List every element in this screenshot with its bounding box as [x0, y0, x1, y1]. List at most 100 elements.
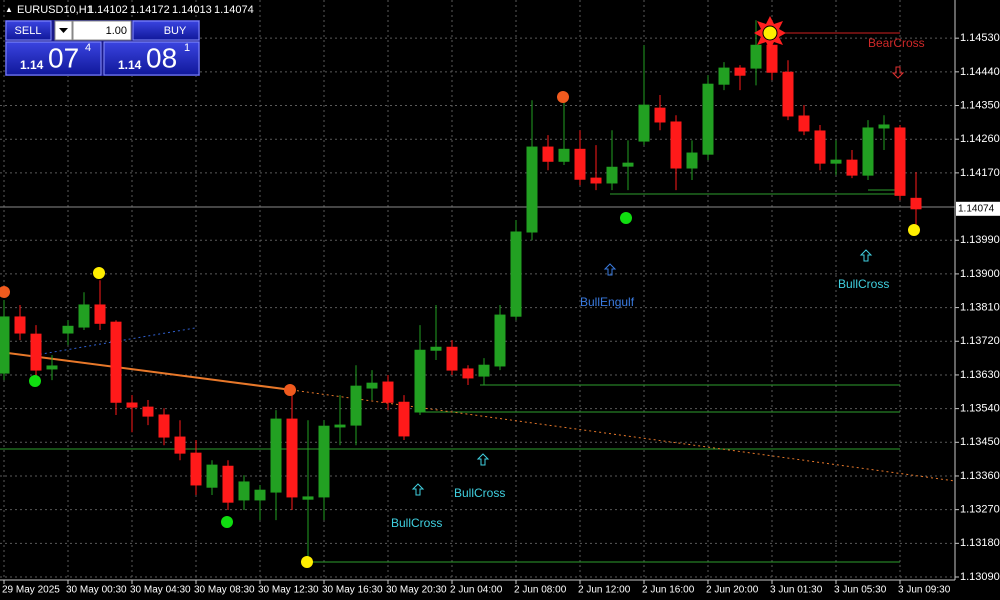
candle-body [590, 177, 602, 184]
signal-dot [29, 375, 41, 387]
candle-body [350, 385, 362, 426]
y-tick-label: 1.14260 [960, 133, 1000, 145]
dropdown-arrow [59, 28, 68, 33]
candle-body [254, 489, 266, 501]
candle-body [782, 71, 794, 117]
header-icon: ▲ [5, 5, 13, 14]
signal-dot [0, 286, 10, 298]
candle-body [574, 148, 586, 180]
buy-label[interactable]: BUY [164, 25, 187, 37]
current-price-label: 1.14074 [958, 203, 995, 214]
candle-body [14, 316, 26, 334]
sell-price-point: 4 [85, 42, 91, 54]
annotation: BullCross [454, 486, 505, 500]
candle-body [158, 414, 170, 438]
x-tick-label: 2 Jun 08:00 [514, 585, 567, 596]
annotation: BullCross [391, 516, 442, 530]
header-ohlc: 1.14102 1.14172 1.14013 1.14074 [88, 4, 254, 16]
signal-dot [93, 267, 105, 279]
header-ohlc-value: 1.14102 [88, 4, 128, 16]
candle-body [334, 424, 346, 428]
y-tick-label: 1.13900 [960, 268, 1000, 280]
buy-button[interactable] [132, 20, 200, 41]
candle-body [830, 159, 842, 164]
y-tick-label: 1.13360 [960, 470, 1000, 482]
x-tick-label: 3 Jun 09:30 [898, 585, 951, 596]
buy-price-box[interactable] [103, 41, 200, 76]
x-tick-label: 30 May 12:30 [258, 585, 319, 596]
x-tick-label: 2 Jun 12:00 [578, 585, 631, 596]
x-tick-label: 2 Jun 16:00 [642, 585, 695, 596]
x-tick-label: 30 May 20:30 [386, 585, 447, 596]
annotations: BearCross BullEngulf BullCross BullCross Bul… [391, 36, 925, 530]
x-tick-label: 30 May 08:30 [194, 585, 255, 596]
sell-price-pips: 07 [48, 42, 79, 73]
header-ohlc-value: 1.14172 [130, 4, 170, 16]
candle-body [174, 436, 186, 454]
candle-body [142, 406, 154, 417]
candle-body [862, 127, 874, 176]
y-tick-label: 1.13540 [960, 403, 1000, 415]
signal-dot [284, 384, 296, 396]
lot-value[interactable]: 1.00 [106, 25, 127, 37]
buy-price-pips: 08 [146, 42, 177, 73]
x-tick-label: 2 Jun 20:00 [706, 585, 759, 596]
candle-body [910, 197, 922, 210]
candle-body [654, 107, 666, 123]
x-tick-label: 2 Jun 04:00 [450, 585, 503, 596]
symbol: EURUSD10,H1 [17, 4, 93, 16]
candle-body [382, 381, 394, 403]
signal-dot [301, 556, 313, 568]
signal-dot [221, 516, 233, 528]
candle-body [46, 365, 58, 370]
y-tick-label: 1.13720 [960, 335, 1000, 347]
y-tick-label: 1.13990 [960, 234, 1000, 246]
sell-button[interactable] [5, 20, 52, 41]
candle-body [814, 130, 826, 164]
arrow-up [411, 483, 425, 496]
candle-body [542, 146, 554, 162]
candle-body [670, 121, 682, 169]
candle-body [478, 364, 490, 377]
candle-body [558, 148, 570, 162]
sell-price-box[interactable] [5, 41, 102, 76]
buy-price-prefix: 1.14 [118, 58, 142, 72]
candle-body [206, 464, 218, 488]
candle-body [622, 162, 634, 167]
y-tick-label: 1.14170 [960, 167, 1000, 179]
candle-body [606, 166, 618, 184]
y-tick-label: 1.13270 [960, 504, 1000, 516]
sell-label[interactable]: SELL [15, 25, 42, 37]
y-tick-label: 1.13450 [960, 436, 1000, 448]
candle-body [126, 402, 138, 408]
candle-body [110, 321, 122, 403]
arrow-up [859, 249, 873, 262]
header-ohlc-value: 1.14074 [214, 4, 254, 16]
candle-body [766, 44, 778, 73]
y-tick-label: 1.13810 [960, 301, 1000, 313]
arrow-up [476, 453, 490, 466]
candle-body [686, 152, 698, 169]
candle-body [78, 304, 90, 328]
signal-dot [557, 91, 569, 103]
header-ohlc-value: 1.14013 [172, 4, 212, 16]
arrow-up [603, 263, 617, 276]
candle-body [222, 465, 234, 503]
current-price-box [956, 201, 1000, 216]
y-tick-label: 1.14440 [960, 66, 1000, 78]
candle-body [462, 368, 474, 379]
candle-body [510, 231, 522, 317]
candle-body [750, 44, 762, 69]
candle-body [30, 333, 42, 371]
candle-body [846, 159, 858, 176]
y-tick-label: 1.13180 [960, 537, 1000, 549]
candle-body [286, 418, 298, 498]
trend-line [0, 351, 293, 391]
candle-body [190, 452, 202, 486]
candle-body [734, 67, 746, 76]
lot-input[interactable] [72, 20, 132, 41]
candle-body [798, 115, 810, 132]
